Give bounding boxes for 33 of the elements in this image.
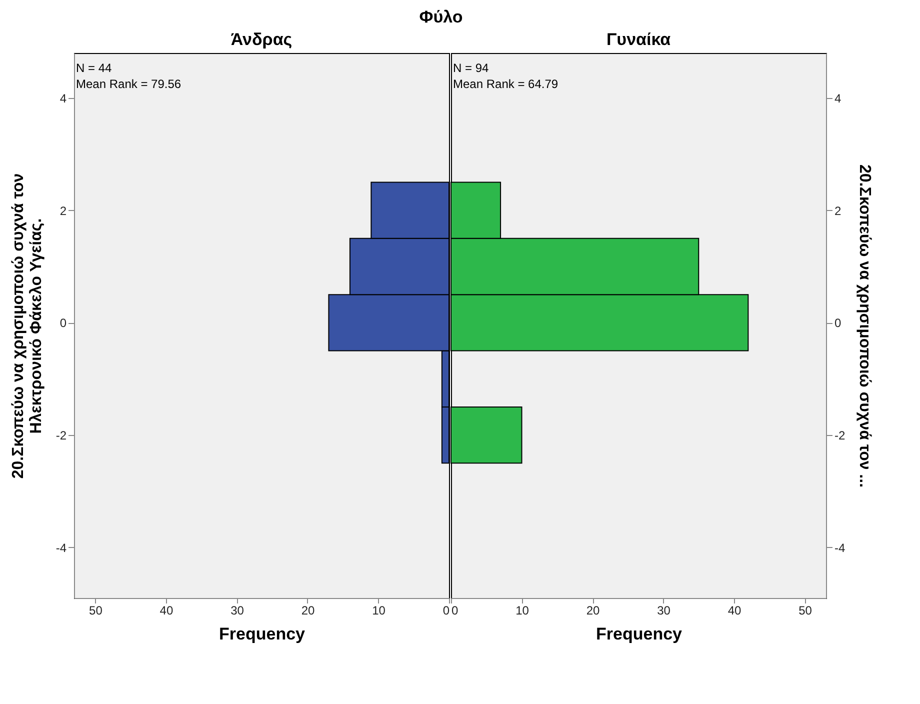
chart-subtitle: Φύλο <box>419 8 463 26</box>
chart-title: Άνδρας <box>230 30 292 49</box>
x-axis-title: Frequency <box>219 624 306 644</box>
y-tick-label: 4 <box>834 91 842 106</box>
y-tick-label: 0 <box>834 316 842 330</box>
x-tick-label: 10 <box>372 604 386 618</box>
y-tick-label: 2 <box>834 204 842 218</box>
y-axis-title: 20.Σκοπεύω να χρησιμοποιώ συχνά τον Ηλεκτρονικό Φάκελο Υγείας. <box>10 173 45 479</box>
y-tick-label: -4 <box>834 540 846 555</box>
x-tick-label: 20 <box>301 604 315 618</box>
x-tick-label: 0 <box>452 604 458 618</box>
annotation: N = 94 <box>453 61 490 75</box>
annotation: Mean Rank = 64.79 <box>453 77 558 91</box>
x-tick-label: 0 <box>442 604 450 618</box>
y-axis-title: 20.Σκοπεύω να χρησιμοποιώ συχνά τον ... <box>856 164 874 488</box>
x-tick-label: 20 <box>586 604 600 618</box>
x-axis-title: Frequency <box>596 624 683 644</box>
y-tick-label: 4 <box>60 91 67 106</box>
x-tick-label: 30 <box>230 604 244 618</box>
x-tick-label: 40 <box>728 604 742 618</box>
x-tick-label: 40 <box>160 604 174 618</box>
y-tick-label: -2 <box>834 428 846 443</box>
annotation: N = 44 <box>76 61 112 75</box>
x-tick-label: 10 <box>516 604 530 618</box>
x-tick-label: 50 <box>89 604 103 618</box>
y-tick-label: -2 <box>56 428 67 443</box>
y-tick-label: -4 <box>56 540 67 555</box>
y-tick-label: 2 <box>60 204 67 218</box>
y-tick-label: 0 <box>60 316 67 330</box>
annotation: Mean Rank = 79.56 <box>76 77 182 91</box>
x-tick-label: 50 <box>798 604 812 618</box>
chart-title: Γυναίκα <box>606 30 672 49</box>
x-tick-label: 30 <box>657 604 671 618</box>
